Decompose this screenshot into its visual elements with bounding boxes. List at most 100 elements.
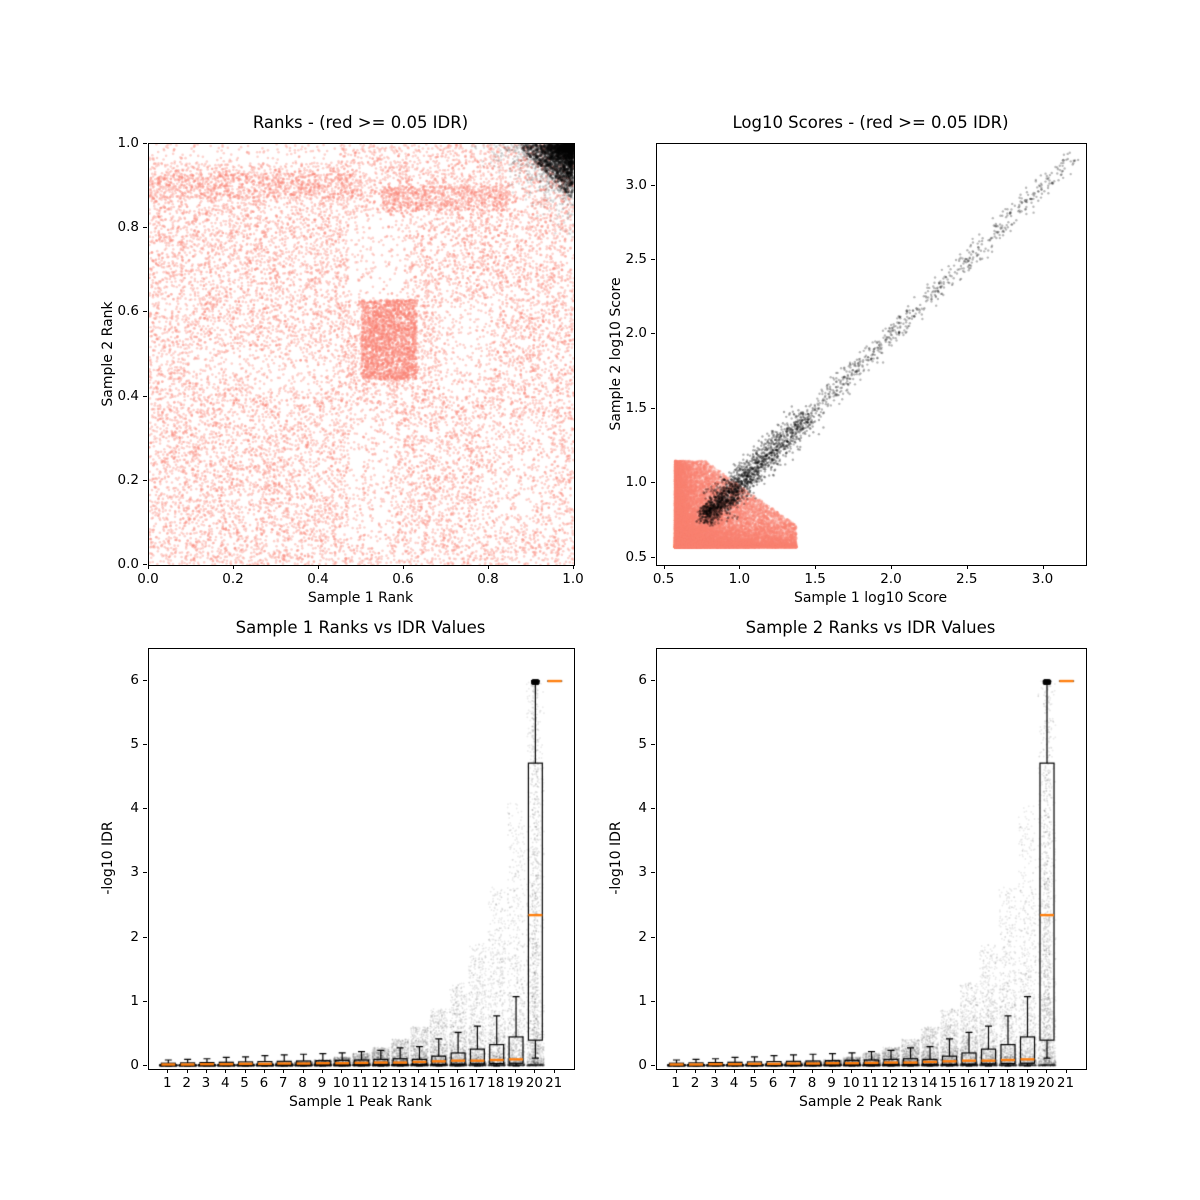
y-tick-mark [651,1000,655,1002]
x-tick-mark [968,1069,969,1073]
x-tick-mark [831,1069,833,1073]
x-tick-label: 6 [259,1075,269,1091]
x-tick-mark [851,1069,852,1073]
x-tick-mark [341,1069,343,1073]
ranks-xlabel: Sample 1 Rank [307,590,414,606]
y-tick-mark [651,808,655,810]
x-tick-label: 5 [749,1075,758,1091]
y-tick-label: 0.2 [117,471,139,488]
x-tick-label: 17 [467,1075,485,1091]
x-tick-mark [1065,1069,1067,1073]
x-tick-mark [948,1069,950,1073]
y-tick-label: 0 [638,1056,647,1073]
x-tick-label: 9 [827,1075,836,1091]
x-tick-mark [695,1069,696,1073]
x-tick-mark [966,565,968,569]
x-tick-mark [437,1069,439,1073]
x-tick-label: 2 [182,1075,191,1091]
x-tick-label: 10 [842,1075,860,1091]
x-tick-label: 12 [881,1075,899,1091]
x-tick-mark [283,1069,285,1073]
y-tick-label: 3.0 [625,176,647,193]
x-tick-label: 0.2 [222,571,244,587]
ranks-title: Ranks - (red >= 0.05 IDR) [252,113,469,132]
x-tick-mark [403,565,404,569]
x-tick-label: 10 [332,1075,350,1091]
y-tick-label: 3 [130,864,139,881]
x-tick-mark [263,1069,265,1073]
x-tick-label: 14 [409,1075,428,1091]
sample2-idr-canvas [657,649,1086,1069]
x-tick-mark [379,1069,381,1073]
y-tick-label: 1 [638,992,647,1009]
x-tick-label: 16 [448,1075,466,1091]
y-tick-mark [651,333,655,335]
x-tick-label: 11 [351,1075,370,1091]
y-tick-mark [651,680,655,682]
x-tick-mark [675,1069,677,1073]
x-tick-mark [244,1069,246,1073]
x-tick-label: 19 [506,1075,524,1091]
x-tick-mark [360,1069,362,1073]
x-tick-mark [318,565,319,569]
x-tick-mark [773,1069,774,1073]
y-tick-mark [143,227,147,229]
y-tick-label: 0.4 [117,387,139,404]
x-tick-label: 9 [317,1075,327,1091]
sample2-idr-plot-area [656,648,1087,1070]
scores-title: Log10 Scores - (red >= 0.05 IDR) [732,113,1009,132]
y-tick-mark [143,564,147,565]
x-tick-label: 16 [959,1075,977,1091]
sample2-idr-ylabel: -log10 IDR [608,821,624,895]
x-tick-mark [734,1069,735,1073]
y-tick-label: 0.6 [117,303,139,320]
x-tick-label: 18 [998,1075,1016,1091]
y-tick-mark [143,1064,147,1066]
x-tick-label: 4 [220,1075,230,1091]
x-tick-mark [418,1069,420,1073]
y-tick-mark [143,872,147,874]
x-tick-mark [1007,1069,1008,1073]
x-tick-label: 8 [807,1075,817,1091]
x-tick-mark [1046,1069,1047,1073]
x-tick-label: 7 [788,1075,797,1091]
sample1-idr-xlabel: Sample 1 Peak Rank [289,1094,432,1110]
y-tick-label: 2 [130,928,139,945]
y-tick-label: 0 [130,1056,139,1073]
x-tick-mark [929,1069,930,1073]
x-tick-label: 0.4 [307,571,329,587]
x-tick-label: 1 [163,1075,172,1091]
x-tick-label: 0.6 [392,571,414,587]
y-tick-label: 6 [638,672,647,689]
x-tick-label: 7 [278,1075,288,1091]
y-tick-mark [651,482,655,484]
y-tick-label: 0.5 [625,548,647,565]
y-tick-label: 0.8 [117,219,139,236]
x-tick-mark [515,1069,517,1073]
y-tick-label: 6 [130,672,139,689]
x-tick-label: 1.5 [804,571,826,587]
x-tick-label: 20 [1037,1075,1055,1091]
y-tick-label: 0.0 [117,556,139,572]
sample1-idr-plot-area [148,648,575,1070]
x-tick-label: 0.8 [477,571,499,587]
x-tick-label: 2.0 [880,571,902,587]
y-tick-mark [651,744,655,746]
x-tick-mark [495,1069,497,1073]
x-tick-mark [815,565,817,569]
y-tick-mark [651,1064,655,1066]
x-tick-mark [225,1069,227,1073]
x-tick-mark [205,1069,207,1073]
y-tick-mark [651,184,655,186]
y-tick-label: 1.0 [625,474,647,491]
x-tick-label: 12 [371,1075,389,1091]
y-tick-label: 2 [638,928,647,945]
x-tick-mark [812,1069,813,1073]
scores-xlabel: Sample 1 log10 Score [793,590,948,606]
x-tick-label: 5 [240,1075,249,1091]
x-tick-label: 13 [390,1075,408,1091]
y-tick-label: 2.5 [625,251,647,268]
